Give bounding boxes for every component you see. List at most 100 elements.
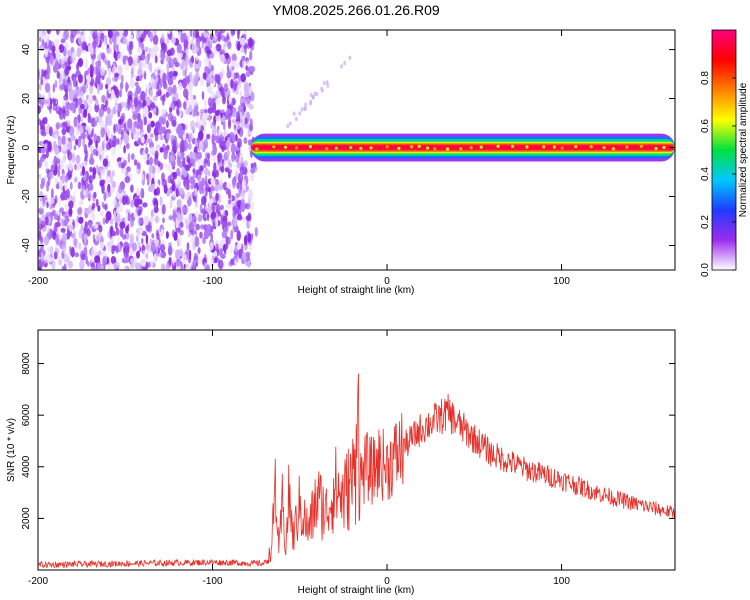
- noise-blob: [69, 105, 73, 111]
- noise-blob: [93, 65, 100, 76]
- noise-blob: [213, 135, 217, 141]
- noise-blob: [188, 221, 194, 231]
- noise-blob: [65, 102, 70, 110]
- noise-blob: [126, 37, 130, 46]
- noise-blob: [44, 160, 49, 168]
- noise-blob: [225, 167, 230, 173]
- noise-blob: [65, 42, 69, 50]
- noise-blob: [142, 250, 146, 257]
- noise-blob: [239, 90, 243, 98]
- noise-blob: [311, 94, 315, 100]
- noise-blob: [123, 133, 129, 145]
- noise-blob: [245, 70, 251, 78]
- noise-blob: [81, 165, 86, 176]
- noise-blob: [129, 99, 132, 108]
- noise-blob: [78, 242, 82, 251]
- signal-band-speck: [410, 145, 414, 149]
- signal-band-speck: [272, 145, 276, 149]
- noise-blob: [157, 144, 161, 152]
- noise-blob: [107, 263, 112, 270]
- noise-blob: [169, 58, 175, 69]
- noise-blob: [234, 244, 238, 252]
- noise-blob: [187, 232, 192, 238]
- noise-blob: [189, 132, 193, 142]
- noise-blob: [245, 251, 251, 257]
- noise-blob: [138, 55, 143, 61]
- noise-blob: [117, 235, 121, 246]
- noise-blob: [237, 41, 241, 52]
- noise-blob: [102, 256, 107, 267]
- noise-blob: [77, 181, 82, 190]
- noise-blob: [162, 143, 166, 153]
- noise-blob: [156, 74, 161, 85]
- noise-blob: [66, 229, 71, 239]
- noise-blob: [137, 217, 141, 226]
- noise-blob: [196, 116, 199, 124]
- noise-blob: [63, 253, 69, 263]
- noise-blob: [185, 107, 190, 115]
- noise-blob: [132, 110, 139, 118]
- noise-blob: [142, 106, 148, 115]
- signal-band-speck: [349, 145, 353, 150]
- noise-blob: [148, 112, 153, 119]
- noise-blob: [240, 189, 246, 200]
- noise-blob: [97, 83, 100, 94]
- noise-blob: [161, 112, 167, 119]
- noise-blob: [119, 221, 125, 229]
- noise-blob: [150, 146, 154, 155]
- noise-blob: [134, 198, 139, 208]
- noise-blob: [76, 62, 79, 72]
- y-axis-2: 2000 4000 6000 8000: [21, 352, 675, 530]
- noise-blob: [48, 171, 54, 180]
- y-tick-label-2: 8000: [21, 352, 32, 375]
- noise-blob: [95, 99, 99, 106]
- noise-blob: [155, 76, 159, 82]
- noise-blob: [244, 117, 248, 125]
- noise-blob: [130, 70, 134, 79]
- noise-blob: [160, 252, 165, 259]
- noise-blob: [184, 164, 191, 171]
- noise-blob: [226, 183, 232, 189]
- noise-blob: [87, 94, 93, 105]
- noise-blob: [240, 152, 244, 163]
- noise-blob: [168, 112, 173, 122]
- noise-blob: [126, 166, 131, 173]
- noise-blob: [215, 43, 222, 52]
- noise-blob: [71, 51, 77, 59]
- noise-blob: [122, 55, 127, 65]
- noise-blob: [47, 224, 51, 233]
- noise-blob: [233, 216, 238, 228]
- noise-blob: [203, 230, 209, 240]
- noise-blob: [102, 217, 106, 225]
- noise-blob: [185, 65, 188, 72]
- noise-blob: [97, 54, 101, 61]
- noise-blob: [199, 165, 204, 172]
- noise-blob: [59, 84, 64, 91]
- noise-blob: [77, 114, 81, 124]
- y-tick-label-1: 20: [21, 93, 32, 105]
- x-tick-label-2: 100: [553, 576, 570, 587]
- noise-blob: [74, 252, 79, 258]
- noise-blob: [214, 110, 220, 117]
- noise-blob: [202, 72, 207, 80]
- noise-blob: [217, 154, 221, 163]
- noise-blob: [99, 241, 104, 250]
- noise-blob: [112, 230, 117, 237]
- noise-blob: [212, 221, 216, 230]
- noise-blob: [177, 123, 183, 134]
- noise-blob: [88, 138, 93, 146]
- noise-blob: [211, 103, 216, 113]
- noise-blob: [228, 162, 232, 169]
- noise-blob: [242, 251, 246, 261]
- noise-blob: [165, 120, 169, 129]
- noise-blob: [107, 246, 112, 252]
- noise-blob: [235, 133, 238, 142]
- noise-blob: [113, 50, 117, 59]
- noise-blob: [172, 248, 175, 254]
- noise-blob: [51, 45, 56, 53]
- noise-blob: [139, 217, 143, 225]
- noise-blob: [226, 70, 232, 79]
- noise-blob: [98, 250, 102, 256]
- noise-blob: [49, 126, 53, 137]
- noise-blob: [149, 141, 154, 149]
